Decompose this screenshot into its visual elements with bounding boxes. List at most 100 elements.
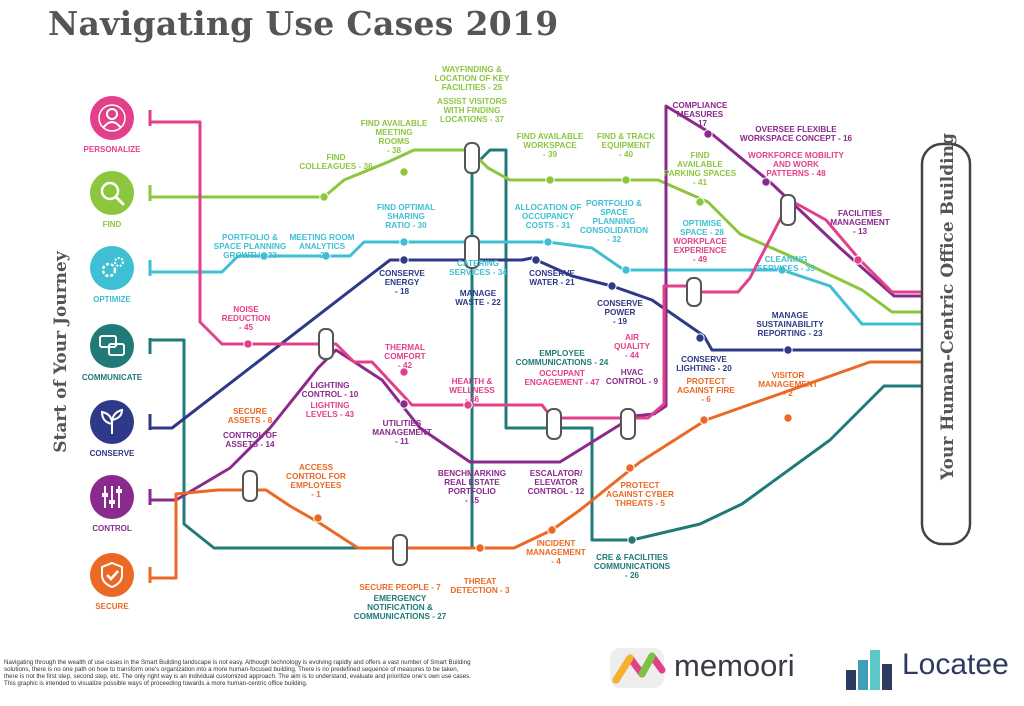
station-dot (761, 177, 771, 187)
station-dot (543, 237, 553, 247)
station-label-secure-people: SECURE PEOPLE - 7 (359, 583, 441, 592)
category-optimize[interactable]: OPTIMIZE (90, 246, 152, 304)
station-dot (621, 265, 631, 275)
station-label-sharing-ratio: FIND OPTIMAL SHARING RATIO - 30 (377, 203, 435, 230)
category-label-find: FIND (103, 220, 122, 229)
station-label-employee-comms: EMPLOYEE COMMUNICATIONS - 24 (516, 349, 609, 367)
station-label-workplace-experience: WORKPLACE EXPERIENCE - 49 (673, 237, 727, 264)
station-label-lighting-control: LIGHTING CONTROL - 10 (302, 381, 359, 399)
station-label-find-meeting-rooms: FIND AVAILABLE MEETING ROOMS - 38 (361, 119, 428, 155)
interchange-capsule (464, 235, 480, 269)
station-label-wayfinding: WAYFINDING & LOCATION OF KEY FACILITIES - … (435, 65, 510, 92)
interchange-capsule (242, 470, 258, 502)
station-dot (399, 367, 409, 377)
category-personalize[interactable]: PERSONALIZE (84, 96, 152, 154)
sliders-icon (102, 486, 122, 508)
interchange-capsules (242, 142, 796, 566)
station-dot (399, 255, 409, 265)
station-label-secure-assets: SECURE ASSETS - 8 (228, 407, 273, 425)
station-label-assist-visitors: ASSIST VISITORS WITH FINDING LOCATIONS - 3… (437, 97, 507, 124)
memoori-logo-text: memoori (674, 648, 795, 683)
category-conserve[interactable]: CONSERVE (90, 400, 152, 458)
destination-label: Your Human-Centric Office Building (938, 133, 958, 480)
station-label-escalator: ESCALATOR/ELEVATOR CONTROL - 12 (528, 469, 585, 496)
destination-terminal (920, 142, 972, 546)
locatee-logo-icon (846, 650, 892, 690)
station-label-catering: CATERING SERVICES - 34 (449, 259, 507, 277)
interchange-capsule (392, 534, 408, 566)
footnote-text: Navigating through the wealth of use cas… (4, 659, 471, 687)
station-label-control-assets: CONTROL OF ASSETS - 14 (223, 431, 277, 449)
station-dot (259, 251, 269, 261)
station-label-utilities: UTILITIES MANAGEMENT - 11 (372, 419, 432, 446)
station-label-workforce-mobility: WORKFORCE MOBILITY AND WORK PATTERNS - 48 (748, 151, 845, 178)
station-dot (627, 535, 637, 545)
gears-icon (101, 257, 124, 278)
category-label-control: CONTROL (92, 524, 132, 533)
station-dot (703, 129, 713, 139)
category-find[interactable]: FIND (90, 171, 152, 229)
station-dot (321, 251, 331, 261)
person-icon (98, 104, 126, 132)
station-label-emergency: EMERGENCY NOTIFICATION & COMMUNICATIONS - … (354, 594, 447, 621)
station-label-conserve-water: CONSERVE WATER - 21 (529, 269, 575, 287)
interchange-capsule (464, 142, 480, 174)
speech-bubbles-icon (99, 335, 125, 356)
route-line-find (150, 148, 922, 314)
route-line-communicate (150, 148, 922, 550)
station-label-noise: NOISE REDUCTION - 45 (222, 305, 271, 332)
interchange-capsule (686, 277, 702, 307)
station-dot (313, 513, 323, 523)
category-label-personalize: PERSONALIZE (84, 145, 142, 154)
station-dot (399, 237, 409, 247)
station-dot (783, 413, 793, 423)
interchange-capsule (620, 408, 636, 440)
route-line-control (150, 104, 922, 502)
category-secure[interactable]: SECURE (90, 553, 152, 611)
station-dot (463, 400, 473, 410)
category-label-conserve: CONSERVE (90, 449, 135, 458)
station-dot (621, 175, 631, 185)
station-dot (319, 192, 329, 202)
station-label-oversee-flexible: OVERSEE FLEXIBLE WORKSPACE CONCEPT - 16 (740, 125, 853, 143)
category-control[interactable]: CONTROL (90, 475, 152, 533)
interchange-capsule (318, 328, 334, 360)
station-label-find-equipment: FIND & TRACK EQUIPMENT - 40 (597, 132, 655, 159)
station-label-find-parking: FIND AVAILABLE PARKING SPACES - 41 (664, 151, 737, 187)
station-dot (547, 525, 557, 535)
category-communicate[interactable]: COMMUNICATE (82, 324, 152, 382)
station-label-benchmarking: BENCHMARKING REAL ESTATE PORTFOLIO - 15 (438, 469, 506, 505)
station-label-cre-comms: CRE & FACILITIES COMMUNICATIONS - 26 (594, 553, 671, 580)
shield-check-icon (101, 561, 123, 589)
station-label-consolidation: PORTFOLIO & SPACE PLANNING CONSOLIDATION - 3… (580, 199, 648, 244)
station-label-threat: THREAT DETECTION - 3 (450, 577, 510, 595)
station-dot (399, 399, 409, 409)
station-label-portfolio-growth: PORTFOLIO & SPACE PLANNING GROWTH - 33 (214, 233, 287, 260)
station-label-thermal: THERMAL COMFORT - 42 (384, 343, 425, 370)
start-of-journey-label: Start of Your Journey (51, 251, 71, 453)
station-label-facilities-mgmt: FACILITIES MANAGEMENT - 13 (830, 209, 890, 236)
station-label-hvac: HVAC CONTROL - 9 (606, 368, 659, 386)
station-label-allocation: ALLOCATION OF OCCUPANCY COSTS - 31 (515, 203, 582, 230)
station-dot (399, 167, 409, 177)
station-label-find-workspace: FIND AVAILABLE WORKSPACE - 39 (517, 132, 584, 159)
station-label-visitor-mgmt: VISITOR MANAGEMENT - 2 (758, 371, 818, 398)
category-label-communicate: COMMUNICATE (82, 373, 143, 382)
station-label-find-colleagues: FIND COLLEAGUES - 36 (299, 153, 373, 171)
locatee-logo-text: Locatee (902, 648, 1009, 681)
station-dot (695, 197, 705, 207)
station-label-occupant-engagement: OCCUPANT ENGAGEMENT - 47 (524, 369, 600, 387)
route-line-secure (150, 360, 922, 580)
station-label-optimise-space: OPTIMISE SPACE - 28 (680, 219, 724, 237)
route-line-optimize (150, 240, 922, 326)
station-dots (243, 129, 863, 553)
magnifier-icon (100, 181, 125, 206)
station-dot (695, 333, 705, 343)
station-dot (475, 543, 485, 553)
station-label-protect-cyber: PROTECT AGAINST CYBER THREATS - 5 (606, 481, 674, 508)
station-dot (625, 463, 635, 473)
plant-icon (100, 408, 124, 434)
station-label-conserve-power: CONSERVE POWER - 19 (597, 299, 643, 326)
